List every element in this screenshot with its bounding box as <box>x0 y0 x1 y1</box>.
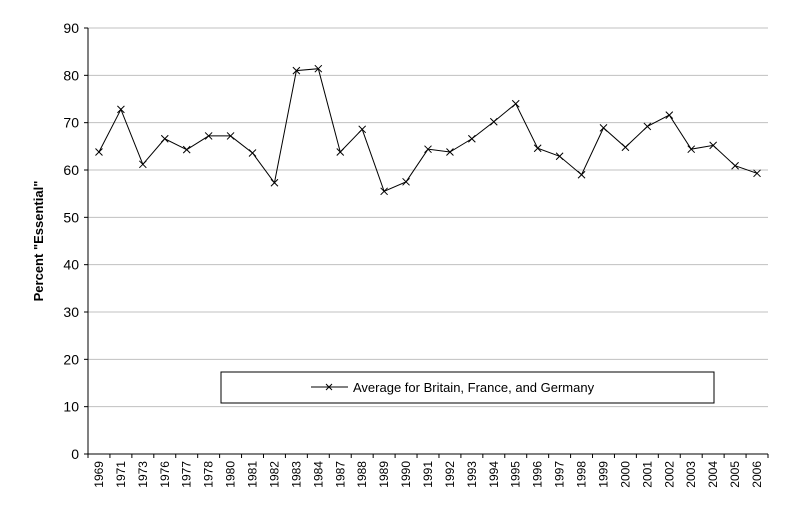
data-point-marker <box>292 66 301 75</box>
data-point-marker <box>709 141 718 150</box>
y-tick-label: 70 <box>63 115 79 131</box>
data-point-marker <box>753 169 761 178</box>
x-tick-label: 1990 <box>399 461 413 488</box>
data-point-marker <box>665 111 674 119</box>
data-point-marker <box>511 99 520 108</box>
x-tick-label: 2006 <box>750 461 764 488</box>
y-tick-label: 10 <box>63 399 79 415</box>
series-line <box>98 68 758 192</box>
data-point-marker <box>577 170 586 179</box>
x-tick-label: 1988 <box>355 461 369 488</box>
y-tick-label: 90 <box>63 20 79 36</box>
data-point-marker <box>117 105 125 114</box>
legend-box <box>220 371 715 404</box>
data-point-marker <box>468 134 476 143</box>
data-point-marker <box>687 145 696 154</box>
data-point-marker <box>643 122 652 131</box>
x-tick-label: 1978 <box>202 461 216 488</box>
data-point-marker <box>160 134 169 143</box>
legend-entry: Average for Britain, France, and Germany <box>353 380 595 395</box>
x-tick-label: 2004 <box>706 461 720 488</box>
x-tick-label: 1999 <box>596 461 610 488</box>
data-point-marker <box>314 64 323 73</box>
x-tick-label: 1980 <box>224 461 238 488</box>
axes <box>87 28 768 455</box>
x-tick-label: 2001 <box>640 461 654 488</box>
x-tick-label: 1976 <box>158 461 172 488</box>
data-point-marker <box>270 178 279 187</box>
data-point-marker <box>336 148 345 156</box>
x-tick-label: 1997 <box>553 461 567 488</box>
y-tick-label: 60 <box>63 162 79 178</box>
y-axis-ticks: 0 10 20 30 40 50 60 70 80 90 <box>63 20 88 462</box>
series-group <box>95 64 761 196</box>
y-tick-label: 80 <box>63 67 79 83</box>
x-tick-label: 2003 <box>684 461 698 488</box>
x-tick-label: 1971 <box>114 461 128 488</box>
y-tick-label: 50 <box>63 209 79 225</box>
data-point-marker <box>226 132 235 140</box>
x-tick-label: 1995 <box>509 461 523 488</box>
data-point-marker <box>446 148 454 156</box>
x-tick-label: 1996 <box>531 461 545 488</box>
y-tick-label: 30 <box>63 304 79 320</box>
data-point-marker <box>358 125 367 134</box>
x-tick-label: 1981 <box>246 461 260 488</box>
data-point-marker <box>380 187 388 196</box>
x-tick-label: 1994 <box>487 461 501 488</box>
x-tick-label: 2000 <box>618 461 632 488</box>
data-point-marker <box>599 124 608 132</box>
x-tick-label: 1989 <box>377 461 391 488</box>
legend: Average for Britain, France, and Germany <box>220 371 715 404</box>
x-tick-label: 1969 <box>92 461 106 488</box>
x-tick-label: 1991 <box>421 461 435 488</box>
data-point-marker <box>424 145 432 154</box>
data-point-marker <box>204 132 213 140</box>
x-tick-label: 1977 <box>180 461 194 488</box>
y-tick-label: 0 <box>71 446 79 462</box>
x-tick-label: 1987 <box>333 461 347 488</box>
x-tick-label: 1982 <box>267 461 281 488</box>
data-point-marker <box>402 177 410 186</box>
data-point-marker <box>555 152 564 161</box>
x-tick-label: 2005 <box>728 461 742 488</box>
y-tick-label: 40 <box>63 257 79 273</box>
y-tick-label: 20 <box>63 351 79 367</box>
x-tick-label: 2002 <box>662 461 676 488</box>
data-point-marker <box>533 144 542 153</box>
x-axis-ticks: 1969 1971 1973 1976 1977 1978 1980 1981 1982 1983… <box>87 454 769 488</box>
x-tick-label: 1993 <box>465 461 479 488</box>
data-point-marker <box>731 161 739 170</box>
x-tick-label: 1998 <box>575 461 589 488</box>
data-point-marker <box>138 160 147 169</box>
y-axis-title: Percent "Essential" <box>31 181 46 302</box>
data-point-marker <box>95 148 103 156</box>
data-point-marker <box>182 145 191 154</box>
gridlines <box>88 27 768 408</box>
x-tick-label: 1992 <box>443 461 457 488</box>
legend-marker <box>325 383 333 391</box>
x-tick-label: 1973 <box>136 461 150 488</box>
x-tick-label: 1983 <box>289 461 303 488</box>
x-tick-label: 1984 <box>311 461 325 488</box>
data-point-marker <box>621 143 630 152</box>
data-point-marker <box>248 149 257 157</box>
data-point-marker <box>489 117 498 126</box>
